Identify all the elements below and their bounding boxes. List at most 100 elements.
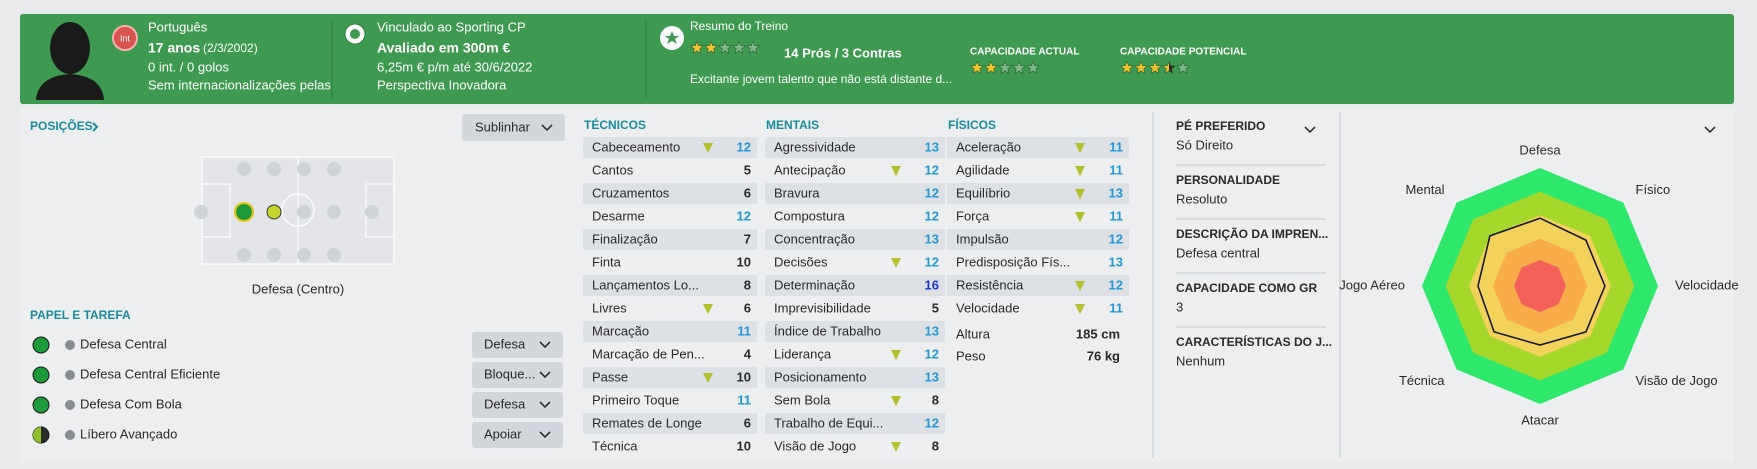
attribute-name: Lançamentos Lo...: [592, 277, 699, 292]
attribute-value: 8: [932, 392, 939, 407]
attribute-row: [583, 367, 757, 388]
attribute-value: 12: [1109, 231, 1123, 246]
attribute-value: 6: [744, 300, 751, 315]
duty-dropdown[interactable]: [472, 392, 563, 418]
attribute-name: Desarme: [592, 208, 645, 223]
attribute-name: Imprevisibilidade: [774, 300, 871, 315]
attribute-name: Finta: [592, 254, 622, 269]
attribute-name: Livres: [592, 300, 627, 315]
attribute-value: 11: [1109, 300, 1123, 315]
roles-title: PAPEL E TAREFA: [30, 308, 131, 322]
radar-axis-label: Físico: [1636, 182, 1671, 197]
attribute-value: 13: [1109, 254, 1123, 269]
attribute-name: Equilíbrio: [956, 185, 1010, 200]
role-duty: Defesa: [484, 396, 526, 411]
club-badge-inner: [350, 29, 360, 39]
rating-star: [690, 40, 704, 54]
attribute-name: Visão de Jogo: [774, 438, 856, 453]
attribute-row: [947, 183, 1129, 204]
dropdown-icon[interactable]: [1304, 126, 1316, 134]
pitch-positions: [194, 162, 379, 262]
attribute-name: Marcação de Pen...: [592, 346, 705, 361]
attribute-row: [765, 436, 945, 457]
attribute-name: Decisões: [774, 254, 828, 269]
radar-band: [1514, 260, 1566, 312]
trend-arrow: [1075, 166, 1085, 176]
attribute-value: 12: [925, 254, 939, 269]
attribute-value: 5: [744, 162, 751, 177]
attribute-row: [765, 275, 945, 296]
attribute-value: 8: [932, 438, 939, 453]
attribute-name: Velocidade: [956, 300, 1020, 315]
trend-arrow: [891, 396, 901, 406]
trend-arrow: [1075, 189, 1085, 199]
attribute-value: 6: [744, 185, 751, 200]
badge-text: Int: [120, 33, 131, 43]
attribute-row: [583, 436, 757, 457]
attribute-value: 13: [925, 323, 939, 338]
attribute-value: 12: [925, 162, 939, 177]
nation-badge: [112, 25, 138, 51]
info-value: Só Direito: [1176, 137, 1233, 152]
rating-star: [732, 40, 746, 54]
attribute-name: Cabeceamento: [592, 139, 680, 154]
header-bar: [20, 14, 1734, 104]
attribute-row: [765, 252, 945, 273]
attribute-value: 8: [744, 277, 751, 292]
attribute-value: 12: [737, 139, 751, 154]
rating-star: [746, 40, 760, 54]
attribute-value: 10: [737, 369, 751, 384]
attribute-row: [583, 390, 757, 411]
attribute-name: Posicionamento: [774, 369, 867, 384]
attribute-value: 11: [737, 323, 751, 338]
attribute-name: Sem Bola: [774, 392, 831, 407]
highlight-button[interactable]: [462, 114, 565, 141]
attribute-row: [765, 183, 945, 204]
trend-arrow: [703, 143, 713, 153]
duty-dropdown[interactable]: [472, 332, 563, 358]
info-label: PERSONALIDADE: [1176, 173, 1280, 187]
positions-title[interactable]: POSIÇÕES: [30, 118, 93, 133]
attribute-row: [583, 344, 757, 365]
nationality: Português: [148, 19, 208, 34]
attribute-name: Liderança: [774, 346, 832, 361]
role-name: Defesa Central Eficiente: [80, 366, 220, 381]
radar-axis-label: Atacar: [1521, 412, 1559, 427]
attribute-value: 6: [744, 415, 751, 430]
attribute-value: 5: [932, 300, 939, 315]
dropdown-icon[interactable]: [1704, 126, 1716, 134]
attribute-row: [765, 160, 945, 181]
attribute-value: 12: [737, 208, 751, 223]
trend-arrow: [703, 304, 713, 314]
attribute-row: [583, 321, 757, 342]
duty-dropdown[interactable]: [472, 422, 563, 448]
duty-dropdown[interactable]: [472, 362, 563, 388]
international: Sem internacionalizações pelas: [148, 77, 331, 92]
trend-arrow: [891, 442, 901, 452]
attribute-group-title: FÍSICOS: [948, 117, 996, 132]
info-label: PÉ PREFERIDO: [1176, 118, 1265, 133]
rating-star: [1148, 60, 1162, 74]
attribute-name: Força: [956, 208, 990, 223]
rating-star: [984, 60, 998, 74]
attribute-name: Marcação: [592, 323, 649, 338]
rating-star: [1026, 60, 1040, 74]
info-value: Defesa central: [1176, 245, 1260, 260]
attribute-name: Agilidade: [956, 162, 1010, 177]
info-icon: [65, 430, 75, 440]
attribute-name: Passe: [592, 369, 628, 384]
attribute-value: 4: [744, 346, 752, 361]
attribute-value: 11: [1109, 139, 1123, 154]
attribute-name: Antecipação: [774, 162, 846, 177]
info-label: CAPACIDADE COMO GR: [1176, 281, 1317, 295]
rating-star: [1134, 60, 1148, 74]
attribute-name: Primeiro Toque: [592, 392, 679, 407]
rating-star: [970, 60, 984, 74]
attribute-row: [947, 252, 1129, 273]
attribute-row: [765, 413, 945, 434]
radar-axis-label: Técnica: [1399, 373, 1445, 388]
info-value: Nenhum: [1176, 353, 1225, 368]
role-duty: Bloque...: [484, 366, 535, 381]
attribute-name: Técnica: [592, 438, 638, 453]
body-label: Altura: [956, 326, 991, 341]
